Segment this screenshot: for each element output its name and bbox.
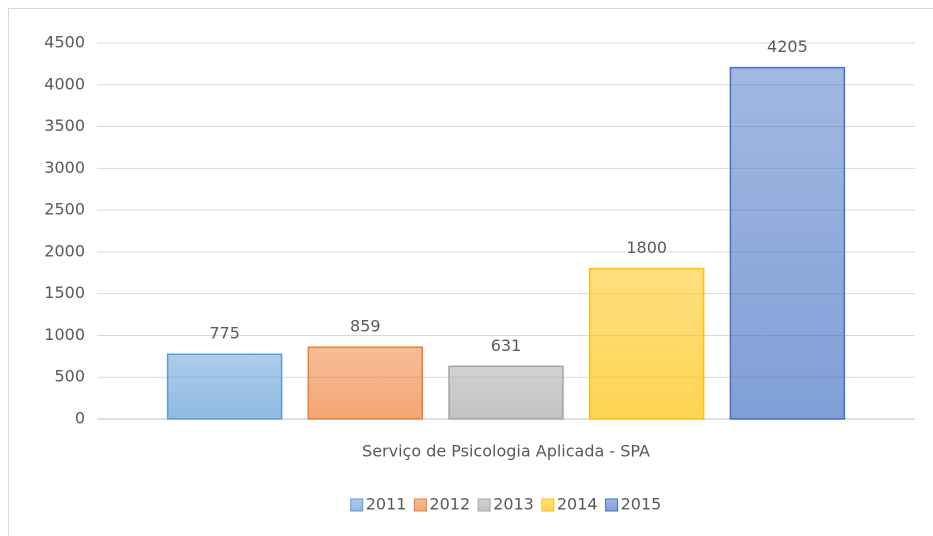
legend-label: 2014 (557, 495, 598, 514)
y-tick-label: 4000 (44, 74, 85, 93)
bar (588, 267, 705, 420)
legend-label: 2013 (493, 495, 534, 514)
y-tick-label: 2000 (44, 241, 85, 260)
legend-label: 2012 (429, 495, 470, 514)
bar (448, 365, 564, 420)
y-tick-label: 1500 (44, 283, 85, 302)
bar (307, 346, 424, 420)
legend-label: 2011 (366, 495, 407, 514)
legend: 2011 2012 2013 2014 2015 (350, 495, 662, 514)
x-tick-label: Serviço de Psicologia Aplicada - SPA (362, 442, 650, 461)
data-label: 1800 (626, 238, 667, 257)
y-tick-label: 3000 (44, 158, 85, 177)
y-tick-label: 1000 (44, 325, 85, 344)
data-label: 631 (491, 336, 522, 355)
data-label: 4205 (767, 37, 808, 56)
y-tick-label: 500 (54, 367, 85, 386)
legend-swatch (477, 498, 491, 512)
legend-label: 2015 (621, 495, 662, 514)
legend-swatch (350, 498, 364, 512)
y-tick-label: 3500 (44, 116, 85, 135)
legend-swatch (605, 498, 619, 512)
bar (729, 66, 846, 420)
y-tick-label: 0 (75, 409, 85, 428)
bar (166, 353, 283, 420)
legend-swatch (413, 498, 427, 512)
legend-swatch (541, 498, 555, 512)
data-label: 775 (209, 324, 240, 343)
y-tick-label: 2500 (44, 200, 85, 219)
y-tick-label: 4500 (44, 33, 85, 52)
data-label: 859 (350, 317, 381, 336)
